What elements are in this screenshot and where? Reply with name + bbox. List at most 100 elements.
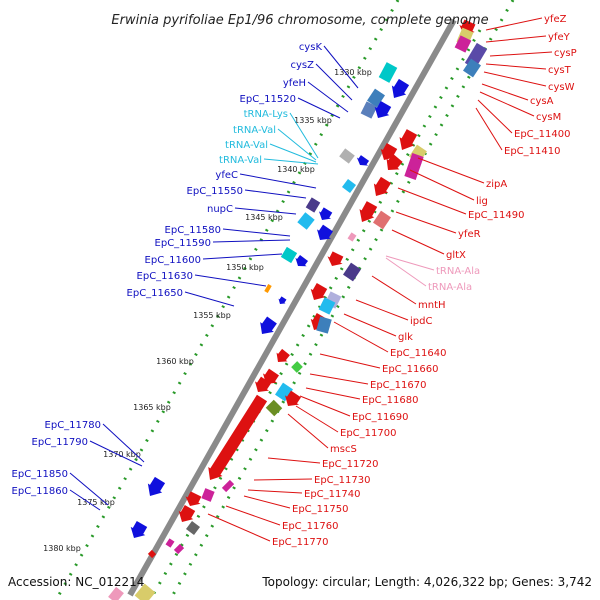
label-connector — [89, 440, 143, 467]
genome-backbone — [127, 18, 457, 597]
gene-label: yfeH — [283, 78, 306, 89]
kbp-scale: 1330 kbp 1335 kbp 1340 kbp 1345 kbp 1350 kbp… — [43, 68, 372, 553]
gene-feature — [373, 176, 392, 196]
kbp-tick-label: 1370 kbp — [103, 450, 141, 459]
gene-label: EpC_11410 — [504, 146, 560, 157]
gene-feature — [263, 368, 279, 384]
gene-feature — [316, 316, 332, 334]
gene-feature — [185, 491, 202, 506]
gene-label: cysT — [548, 65, 572, 76]
gene-label: EpC_11520 — [240, 94, 296, 105]
label-connector — [395, 211, 457, 234]
gene-feature — [291, 361, 303, 373]
label-connector — [277, 128, 317, 161]
gene-label: EpC_11640 — [390, 348, 446, 359]
label-connector — [485, 17, 543, 31]
gene-label: EpC_11750 — [292, 504, 348, 515]
gene-label: EpC_11650 — [127, 288, 183, 299]
label-connector — [343, 313, 397, 337]
gene-feature — [130, 521, 148, 538]
gene-feature — [305, 197, 321, 213]
gene-label: EpC_11730 — [314, 475, 370, 486]
label-connector — [212, 239, 291, 243]
gene-label: EpC_11740 — [304, 489, 360, 500]
gene-feature — [186, 521, 200, 535]
gene-label: lig — [476, 196, 488, 207]
accession-text: Accession: NC_012214 — [8, 575, 144, 589]
gene-label: cysZ — [291, 60, 315, 71]
label-connector — [207, 513, 271, 542]
gene-feature — [208, 394, 268, 480]
gene-feature — [378, 62, 398, 83]
label-connector — [485, 35, 547, 43]
label-connector — [269, 143, 317, 163]
gene-label: EpC_11760 — [282, 521, 338, 532]
gene-label: EpC_11590 — [155, 238, 211, 249]
gene-feature — [108, 586, 124, 600]
gene-label: EpC_11770 — [272, 537, 328, 548]
gene-label: EpC_11700 — [340, 428, 396, 439]
gene-feature — [297, 212, 315, 230]
gene-label: EpC_11400 — [514, 129, 570, 140]
label-connector — [253, 478, 313, 481]
label-connectors — [69, 17, 553, 542]
label-connector — [323, 45, 359, 89]
gene-feature — [373, 210, 391, 230]
gene-label: tRNA-Ala — [436, 266, 480, 277]
kbp-tick-label: 1380 kbp — [43, 544, 81, 553]
gene-feature — [347, 232, 357, 242]
kbp-tick-label: 1355 kbp — [193, 311, 231, 320]
kbp-tick-label: 1375 kbp — [77, 498, 115, 507]
gene-feature — [360, 101, 378, 119]
map-title: Erwinia pyrifoliae Ep1/96 chromosome, co… — [111, 13, 488, 28]
label-connector — [305, 387, 361, 400]
gene-label: tRNA-Val — [219, 155, 262, 166]
label-connector — [263, 158, 319, 165]
gene-feature — [339, 148, 355, 164]
kbp-tick-label: 1335 kbp — [294, 116, 332, 125]
kbp-tick-label: 1365 kbp — [133, 403, 171, 412]
gene-feature — [342, 179, 356, 193]
gene-label: EpC_11490 — [468, 210, 524, 221]
gene-label: tRNA-Val — [225, 140, 268, 151]
gene-feature — [178, 505, 196, 522]
gene-feature — [380, 143, 398, 160]
label-connector — [385, 257, 427, 287]
gene-label: cysA — [530, 96, 554, 107]
label-connector — [297, 97, 341, 119]
label-connector — [247, 489, 303, 494]
label-connector — [319, 353, 381, 369]
gene-feature — [318, 207, 333, 220]
gene-feature — [147, 549, 157, 559]
label-connector — [299, 395, 351, 417]
gene-feature — [275, 382, 293, 402]
gene-label: EpC_11690 — [352, 412, 408, 423]
gene-features — [108, 19, 488, 600]
gene-label: cysK — [299, 42, 323, 53]
label-connector — [481, 83, 529, 101]
gene-feature — [367, 88, 385, 108]
label-connector — [102, 423, 145, 463]
gene-feature — [264, 284, 272, 293]
gene-label: mntH — [418, 300, 446, 311]
label-connector — [309, 373, 369, 385]
gene-feature — [280, 246, 298, 264]
summary-text: Topology: circular; Length: 4,026,322 bp… — [261, 575, 592, 589]
label-connector — [417, 157, 485, 184]
gene-feature — [374, 101, 392, 118]
gene-feature — [391, 78, 410, 98]
label-connector — [289, 112, 319, 159]
label-connector — [69, 472, 109, 506]
gene-feature — [317, 224, 333, 240]
label-connector — [333, 321, 389, 353]
gene-label: tRNA-Ala — [428, 282, 472, 293]
gene-label: EpC_11660 — [382, 364, 438, 375]
label-connector — [385, 255, 435, 271]
gene-feature — [278, 296, 287, 304]
gene-label: tRNA-Lys — [244, 109, 288, 120]
label-connector — [307, 81, 349, 113]
label-connector — [355, 299, 409, 321]
gene-feature — [147, 476, 166, 496]
label-connector — [397, 187, 467, 215]
gene-label: EpC_11580 — [165, 225, 221, 236]
